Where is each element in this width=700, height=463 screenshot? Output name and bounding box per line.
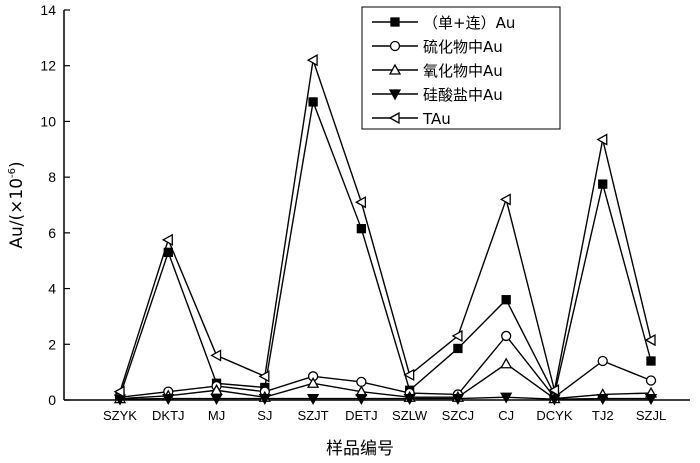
series-4-point [306, 393, 320, 405]
x-tick-label: MJ [208, 408, 225, 423]
legend-label: TAu [422, 110, 451, 128]
series-line-1 [119, 99, 652, 397]
series-4-point [403, 393, 416, 405]
series-5-point [210, 349, 222, 362]
y-tick-label: 4 [48, 281, 56, 297]
legend-label: （单+连）Au [423, 14, 515, 32]
series-2-point [597, 355, 608, 367]
series-5-point [403, 368, 415, 382]
legend-marker [389, 40, 401, 52]
y-axis-title-exponent: -6 [7, 168, 18, 178]
series-4-point [258, 393, 271, 405]
series-5-point [499, 193, 511, 206]
legend: （单+连）Au 硫化物中Au 氧化物中Au 硅酸盐中Au TAu [361, 6, 561, 130]
series-5-point [355, 196, 367, 209]
legend-label: 硅酸盐中Au [423, 86, 503, 104]
y-tick-label: 12 [40, 58, 56, 74]
y-ticks: 0 2 4 6 8 10 12 14 [40, 2, 70, 408]
series-4-point [113, 394, 127, 406]
series-4-point [355, 393, 368, 405]
series-1-point [356, 224, 367, 234]
y-tick-label: 14 [40, 2, 56, 18]
y-axis-title-suffix: ) [7, 161, 27, 168]
y-tick-label: 2 [48, 336, 56, 352]
legend-label: 氧化物中Au [423, 62, 503, 80]
x-tick-label: SZCJ [442, 408, 475, 423]
x-tick-label: CJ [498, 408, 514, 423]
series-line-4 [119, 396, 651, 400]
series-line-2 [119, 334, 652, 399]
legend-label: 硫化物中Au [423, 38, 503, 56]
series-4-point [210, 393, 223, 405]
series-4-point [451, 393, 465, 405]
x-tick-label: SZJL [636, 408, 666, 423]
series-5-point [596, 133, 608, 146]
series-1-point [163, 247, 173, 258]
series-5-point [258, 370, 270, 383]
series-2-point [501, 330, 512, 342]
series-4-point [548, 394, 561, 406]
x-tick-label: DKTJ [152, 408, 185, 423]
y-axis-title: Au/(×10-6) [7, 161, 27, 248]
series-markers [113, 54, 658, 406]
series-1-point [308, 97, 318, 107]
x-tick-label: DETJ [345, 408, 378, 423]
x-tick-label: SZJT [298, 408, 329, 423]
series-line-3 [119, 362, 652, 400]
series-1-point [501, 295, 511, 305]
x-tick-label: TJ2 [592, 408, 614, 423]
series-1-point [598, 179, 608, 189]
y-tick-label: 8 [48, 169, 56, 185]
x-ticks: SZYK DKTJ MJ SJ SZJT DETJ SZLW SZCJ CJ DCYK TJ2 SZJ… [103, 395, 666, 423]
y-tick-label: 10 [40, 113, 56, 129]
series-1-point [453, 343, 463, 354]
y-tick-label: 0 [48, 392, 56, 408]
x-tick-label: SZYK [103, 408, 137, 423]
series-3-point [306, 376, 320, 388]
legend-marker [388, 111, 400, 125]
series-4-point [162, 393, 175, 405]
y-tick-label: 6 [48, 225, 56, 241]
legend-marker [390, 17, 400, 27]
legend-marker [388, 89, 402, 101]
series-3-point [500, 357, 513, 369]
y-axis-title-main: Au/(×10 [7, 178, 27, 249]
series-5-point [548, 384, 560, 397]
series-5-point [113, 385, 125, 398]
series-5-point [306, 54, 318, 67]
series-5-point [161, 233, 173, 246]
series-1-point [646, 356, 656, 366]
series-5-point [451, 329, 463, 343]
series-5-point [644, 334, 656, 347]
series-4-point [500, 392, 513, 404]
series-2-point [645, 375, 657, 386]
series-lines [119, 59, 652, 400]
x-tick-label: SZLW [392, 408, 428, 423]
x-tick-label: SJ [257, 408, 272, 423]
series-2-point [356, 376, 367, 388]
legend-marker [388, 63, 402, 75]
series-line-5 [119, 59, 652, 392]
series-4-point [644, 393, 658, 405]
y-axis-title-group: Au/(×10-6) [7, 161, 27, 248]
series-4-point [596, 393, 609, 405]
x-tick-label: DCYK [536, 408, 572, 423]
x-axis-title: 样品编号 [326, 439, 394, 459]
